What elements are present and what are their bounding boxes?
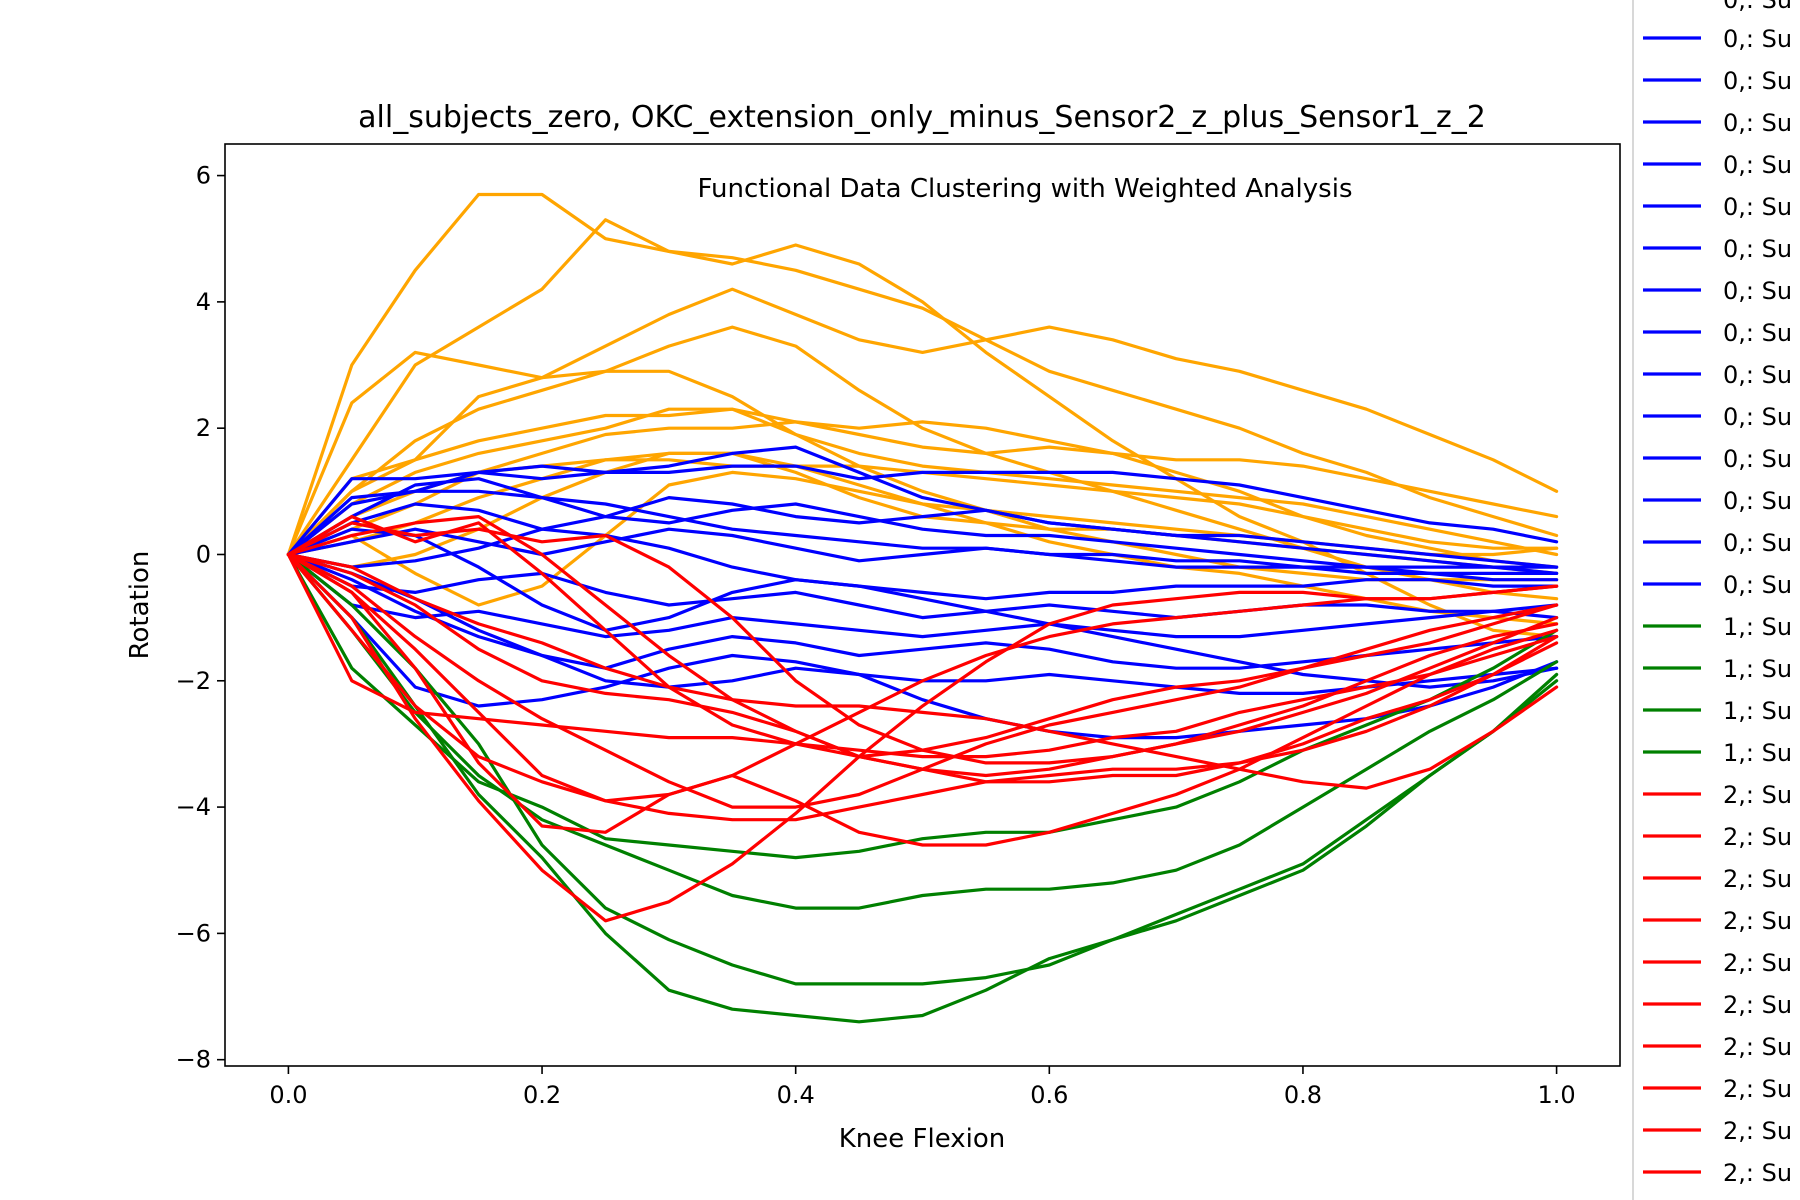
series-line-cluster-2-30 — [286, 552, 1559, 847]
series-line-cluster-2-29 — [286, 552, 1559, 923]
series-line-cluster-1-27 — [286, 552, 1559, 986]
x-tick-label: 0.4 — [777, 1081, 815, 1109]
series-line-cluster-0-24 — [286, 477, 1559, 576]
legend-label: 0,: Su — [1723, 361, 1792, 389]
legend-label: 2,: Su — [1723, 1117, 1792, 1145]
series-line-cluster-0-18 — [286, 552, 1559, 639]
x-tick-label: 0.6 — [1030, 1081, 1068, 1109]
series-line-cluster-2-32 — [286, 552, 1559, 822]
x-tick-label: 0.0 — [269, 1081, 307, 1109]
x-tick-label: 0.2 — [523, 1081, 561, 1109]
legend-frame — [1632, 0, 1800, 1200]
legend-label: 2,: Su — [1723, 991, 1792, 1019]
legend-label: 0,: Su — [1723, 529, 1792, 557]
x-axis-label: Knee Flexion — [839, 1124, 1006, 1154]
series-line-cluster-0-19 — [286, 552, 1559, 670]
series-line-cluster-2-38 — [286, 552, 1559, 790]
x-tick-label: 1.0 — [1538, 1081, 1576, 1109]
legend-label: 2,: Su — [1723, 823, 1792, 851]
series-line-cluster-3-4 — [286, 407, 1559, 557]
legend-label: 1,: Su — [1723, 613, 1792, 641]
legend-label: 0,: Su — [1723, 319, 1792, 347]
series-line-cluster-0-22 — [286, 527, 1559, 689]
series-line-cluster-0-15 — [286, 527, 1559, 582]
plot-area — [286, 192, 1559, 1024]
legend-label: 1,: Su — [1723, 697, 1792, 725]
y-tick-label: 0 — [196, 540, 211, 568]
series-line-cluster-3-3 — [286, 325, 1559, 601]
series-line-cluster-3-5 — [286, 407, 1559, 557]
legend-label: 0,: Su — [1723, 109, 1792, 137]
series-line-cluster-0-14 — [286, 496, 1559, 569]
axis-ticks: 0.0 0.2 0.4 0.6 0.8 1.0 −8 −6 −4 −2 0 2 4 6 — [176, 162, 1576, 1109]
legend-label-partial: 0,: Su — [1723, 0, 1792, 14]
legend-label: 1,: Su — [1723, 655, 1792, 683]
series-line-cluster-0-12 — [286, 464, 1559, 557]
legend-label: 2,: Su — [1723, 949, 1792, 977]
y-tick-label: 6 — [196, 162, 211, 190]
series-line-cluster-2-31 — [286, 552, 1559, 803]
legend-label: 0,: Su — [1723, 277, 1792, 305]
legend-label: 0,: Su — [1723, 25, 1792, 53]
y-tick-label: −6 — [176, 919, 211, 947]
series-line-cluster-0-13 — [286, 445, 1559, 576]
chart-subtitle: Functional Data Clustering with Weighted… — [697, 174, 1352, 204]
y-tick-label: 2 — [196, 414, 211, 442]
legend-label: 0,: Su — [1723, 487, 1792, 515]
legend-label: 0,: Su — [1723, 151, 1792, 179]
legend-label: 0,: Su — [1723, 445, 1792, 473]
chart-title: all_subjects_zero, OKC_extension_only_mi… — [358, 100, 1486, 135]
series-line-cluster-2-37 — [286, 514, 1559, 778]
series-line-cluster-0-23 — [286, 552, 1559, 740]
series-line-cluster-0-17 — [286, 552, 1559, 620]
legend-label: 1,: Su — [1723, 739, 1792, 767]
series-line-cluster-2-34 — [286, 552, 1559, 759]
series-line-cluster-1-26 — [286, 552, 1559, 910]
legend-label: 0,: Su — [1723, 235, 1792, 263]
series-line-cluster-2-39 — [286, 514, 1559, 759]
legend-label: 2,: Su — [1723, 865, 1792, 893]
plot-frame — [224, 143, 1621, 1067]
legend-label: 0,: Su — [1723, 403, 1792, 431]
legend-label: 2,: Su — [1723, 1075, 1792, 1103]
y-tick-label: −4 — [176, 793, 211, 821]
series-line-cluster-3-2 — [286, 287, 1559, 557]
legend-label: 2,: Su — [1723, 781, 1792, 809]
legend-label: 0,: Su — [1723, 571, 1792, 599]
series-line-cluster-0-21 — [286, 489, 1559, 569]
y-tick-label: −8 — [176, 1046, 211, 1074]
series-line-cluster-3-0 — [286, 192, 1559, 557]
legend-label: 2,: Su — [1723, 1033, 1792, 1061]
legend-label: 2,: Su — [1723, 907, 1792, 935]
series-line-cluster-1-28 — [286, 552, 1559, 1024]
series-line-cluster-0-16 — [286, 527, 1559, 601]
y-tick-label: −2 — [176, 667, 211, 695]
series-line-cluster-3-6 — [286, 420, 1559, 569]
legend-label: 0,: Su — [1723, 67, 1792, 95]
legend-label: 2,: Su — [1723, 1159, 1792, 1187]
series-line-cluster-3-10 — [286, 369, 1559, 582]
y-axis-label: Rotation — [125, 551, 155, 660]
legend: 0,: Su 0,: Su 0,: Su 0,: Su 0,: Su 0,: Su 0,: … — [1632, 0, 1800, 1200]
series-line-cluster-3-1 — [286, 218, 1559, 639]
y-tick-label: 4 — [196, 288, 211, 316]
x-tick-label: 0.8 — [1284, 1081, 1322, 1109]
legend-label: 0,: Su — [1723, 193, 1792, 221]
